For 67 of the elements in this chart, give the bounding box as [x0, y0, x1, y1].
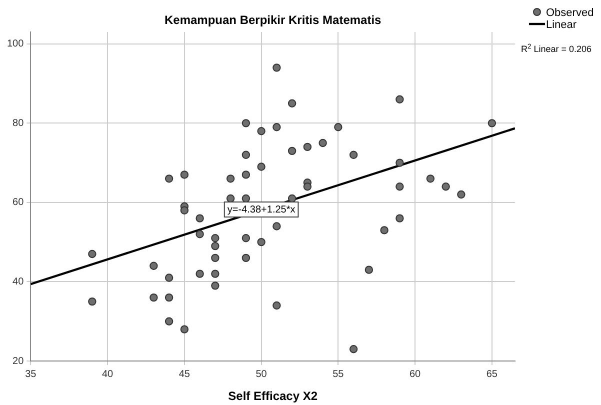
- point: [272, 301, 281, 310]
- annotation: y=-4.38+1.25*x: [227, 204, 296, 216]
- point: [318, 138, 327, 148]
- point: [164, 274, 174, 282]
- point: [242, 150, 250, 159]
- point: [196, 230, 204, 238]
- point: [164, 174, 174, 183]
- x-tick-label: 40: [102, 368, 114, 380]
- point: [396, 214, 404, 222]
- point: [211, 282, 220, 290]
- point: [242, 170, 250, 179]
- point: [257, 162, 266, 171]
- point: [488, 119, 496, 128]
- point: [380, 226, 388, 234]
- legend-label: Observed: [546, 7, 594, 19]
- point: [180, 170, 189, 179]
- point: [396, 95, 404, 104]
- point: [196, 214, 204, 222]
- point: [226, 174, 235, 183]
- point: [303, 142, 312, 152]
- legend-label: Linear: [546, 19, 577, 31]
- point: [88, 250, 96, 258]
- point: [396, 158, 404, 167]
- point: [211, 270, 220, 278]
- point: [242, 254, 250, 262]
- point: [150, 262, 158, 270]
- point: [164, 317, 174, 326]
- point: [242, 234, 250, 242]
- x-tick-label: 50: [256, 368, 268, 380]
- x-tick-label: 60: [410, 368, 422, 380]
- point: [303, 182, 312, 191]
- y-tick-label: 100: [6, 38, 24, 50]
- point: [396, 182, 404, 191]
- point: [272, 123, 281, 132]
- point: [150, 293, 158, 302]
- x-tick-label: 65: [486, 368, 498, 380]
- point: [426, 174, 435, 183]
- x-tick-label: 45: [178, 368, 190, 380]
- x-tick-label: 35: [25, 368, 37, 380]
- point: [457, 190, 466, 199]
- y-tick-label: 80: [12, 118, 24, 129]
- point: [442, 182, 450, 191]
- x-tick-label: 55: [332, 368, 344, 380]
- y-tick-label: 40: [12, 276, 24, 288]
- point: [164, 293, 174, 302]
- point: [196, 270, 204, 278]
- point: [364, 266, 374, 274]
- point: [288, 146, 296, 156]
- point: [211, 254, 220, 262]
- y-tick-label: 20: [12, 356, 24, 367]
- point: [211, 242, 220, 250]
- point: [349, 345, 358, 354]
- point: [180, 325, 189, 334]
- chart-title: Kemampuan Berpikir Kritis Matematis: [164, 13, 382, 27]
- x-axis-title: Self Efficacy X2: [228, 389, 318, 403]
- point: [272, 64, 281, 72]
- point: [334, 123, 342, 132]
- point: [288, 99, 296, 108]
- point: [257, 126, 266, 136]
- point: [180, 206, 189, 214]
- point: [349, 150, 358, 159]
- point: [257, 238, 266, 246]
- point: [88, 297, 96, 306]
- point: [272, 222, 281, 230]
- point: [211, 234, 220, 242]
- point: [242, 119, 250, 128]
- y-tick-label: 60: [12, 197, 24, 208]
